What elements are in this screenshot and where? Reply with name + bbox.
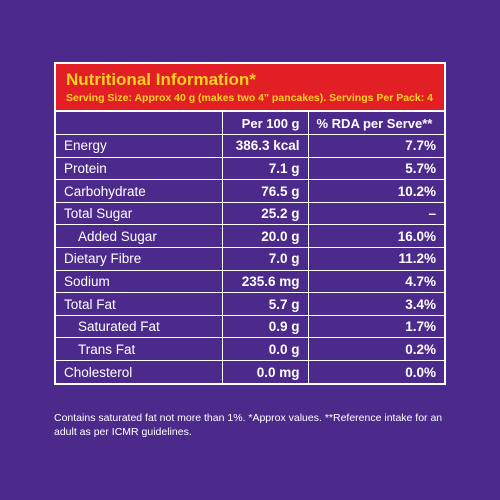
table-row: Sodium 235.6 mg 4.7% <box>56 269 444 294</box>
rda-value: 0.0% <box>307 360 444 384</box>
per-100g-value: 386.3 kcal <box>221 134 309 158</box>
table-row: Saturated Fat 0.9 g 1.7% <box>56 314 444 339</box>
table-header-row: Per 100 g % RDA per Serve** <box>56 112 444 136</box>
nutrition-header: Nutritional Information* Serving Size: A… <box>56 64 444 112</box>
table-row: Added Sugar 20.0 g 16.0% <box>56 224 444 249</box>
nutrition-panel: Nutritional Information* Serving Size: A… <box>54 62 446 386</box>
footnote: Contains saturated fat not more than 1%.… <box>54 412 443 438</box>
table-row: Protein 7.1 g 5.7% <box>56 156 444 181</box>
nutrient-name: Carbohydrate <box>56 179 223 203</box>
per-100g-value: 25.2 g <box>221 201 309 226</box>
nutrition-title: Nutritional Information* <box>66 70 256 89</box>
rda-value: 1.7% <box>307 314 444 339</box>
serving-info: Serving Size: Approx 40 g (makes two 4" … <box>66 92 433 104</box>
nutrient-name: Trans Fat <box>56 337 223 362</box>
rda-value: 5.7% <box>307 156 444 181</box>
table-row: Trans Fat 0.0 g 0.2% <box>56 337 444 362</box>
nutrient-name: Dietary Fibre <box>56 247 223 271</box>
table-row: Dietary Fibre 7.0 g 11.2% <box>56 247 444 271</box>
table-row: Cholesterol 0.0 mg 0.0% <box>56 360 444 384</box>
nutrient-name: Total Fat <box>56 292 223 316</box>
nutrient-name: Saturated Fat <box>56 314 223 339</box>
nutrient-name: Energy <box>56 134 223 158</box>
per-100g-value: 0.9 g <box>221 314 309 339</box>
header-per-100g: Per 100 g <box>221 112 309 136</box>
rda-value: 4.7% <box>307 269 444 294</box>
per-100g-value: 0.0 g <box>221 337 309 362</box>
nutrient-name: Sodium <box>56 269 223 294</box>
table-row: Total Fat 5.7 g 3.4% <box>56 292 444 316</box>
nutrient-name: Total Sugar <box>56 201 223 226</box>
rda-value: 16.0% <box>307 224 444 249</box>
table-row: Energy 386.3 kcal 7.7% <box>56 134 444 158</box>
nutrient-name: Added Sugar <box>56 224 223 249</box>
nutrient-name: Protein <box>56 156 223 181</box>
nutrition-table: Per 100 g % RDA per Serve** Energy 386.3 … <box>56 112 444 384</box>
per-100g-value: 0.0 mg <box>221 360 309 384</box>
table-row: Total Sugar 25.2 g – <box>56 201 444 226</box>
rda-value: 3.4% <box>307 292 444 316</box>
per-100g-value: 5.7 g <box>221 292 309 316</box>
rda-value: 0.2% <box>307 337 444 362</box>
per-100g-value: 7.0 g <box>221 247 309 271</box>
table-row: Carbohydrate 76.5 g 10.2% <box>56 179 444 203</box>
header-nutrient <box>56 112 223 136</box>
per-100g-value: 235.6 mg <box>221 269 309 294</box>
rda-value: 10.2% <box>307 179 444 203</box>
per-100g-value: 7.1 g <box>221 156 309 181</box>
rda-value: 7.7% <box>307 134 444 158</box>
rda-value: 11.2% <box>307 247 444 271</box>
per-100g-value: 76.5 g <box>221 179 309 203</box>
rda-value: – <box>307 201 444 226</box>
nutrition-rows: Energy 386.3 kcal 7.7% Protein 7.1 g 5.7% Carb… <box>56 134 444 384</box>
per-100g-value: 20.0 g <box>221 224 309 249</box>
nutrient-name: Cholesterol <box>56 360 223 384</box>
header-rda: % RDA per Serve** <box>307 112 444 136</box>
